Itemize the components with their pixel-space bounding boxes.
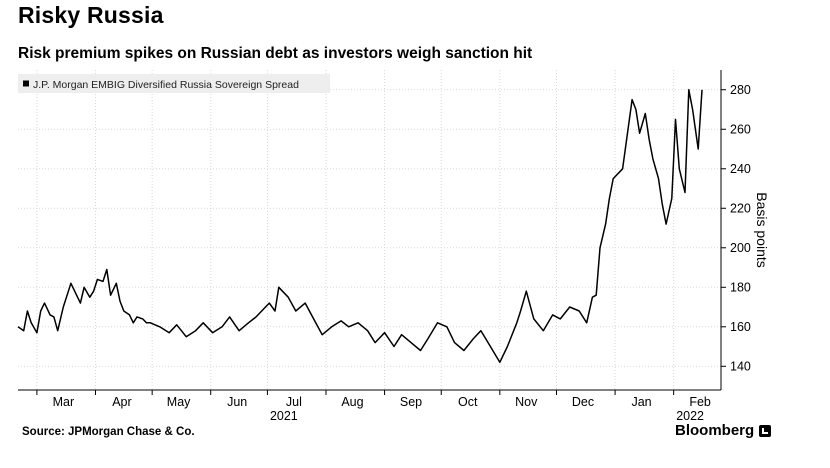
y-tick-label: 180: [730, 280, 751, 294]
series-line: [17, 89, 703, 364]
source-note: Source: JPMorgan Chase & Co.: [22, 426, 195, 438]
x-tick-label: Jul: [286, 395, 302, 409]
y-tick-label: 140: [730, 359, 751, 373]
brand-logo: Bloomberg: [675, 422, 772, 439]
bloomberg-logo-icon: [759, 424, 772, 437]
x-tick-label: Aug: [341, 395, 363, 409]
x-tick-label: Sep: [400, 395, 422, 409]
x-tick-label: May: [167, 395, 191, 409]
x-tick-label: Mar: [53, 395, 75, 409]
y-axis-label: Basis points: [754, 192, 770, 267]
y-tick-label: 280: [730, 83, 751, 97]
legend-box: [18, 74, 330, 93]
chart-title: Risky Russia: [18, 2, 164, 28]
y-tick-label: 220: [730, 201, 751, 215]
x-year-label: 2021: [270, 409, 298, 420]
x-tick-label: Nov: [515, 395, 538, 409]
y-tick-label: 260: [730, 122, 751, 136]
legend-swatch: [23, 80, 29, 87]
chart-subtitle: Risk premium spikes on Russian debt as i…: [18, 45, 533, 62]
x-tick-label: Apr: [112, 395, 131, 409]
line-chart: 140 160 180 200 220 240 260 280 Mar Apr May Jun Jul A…: [17, 70, 770, 420]
legend-label: J.P. Morgan EMBIG Diversified Russia Sov…: [33, 79, 299, 91]
x-tick-label: Feb: [689, 395, 711, 409]
x-year-label: 2022: [676, 409, 704, 420]
x-tick-label: Jun: [227, 395, 247, 409]
x-tick-label: Oct: [458, 395, 478, 409]
brand-name: Bloomberg: [675, 422, 755, 439]
y-tick-label: 160: [730, 320, 751, 334]
y-tick-label: 240: [730, 162, 751, 176]
x-tick-label: Jan: [631, 395, 651, 409]
y-tick-label: 200: [730, 241, 751, 255]
x-tick-label: Dec: [572, 395, 594, 409]
